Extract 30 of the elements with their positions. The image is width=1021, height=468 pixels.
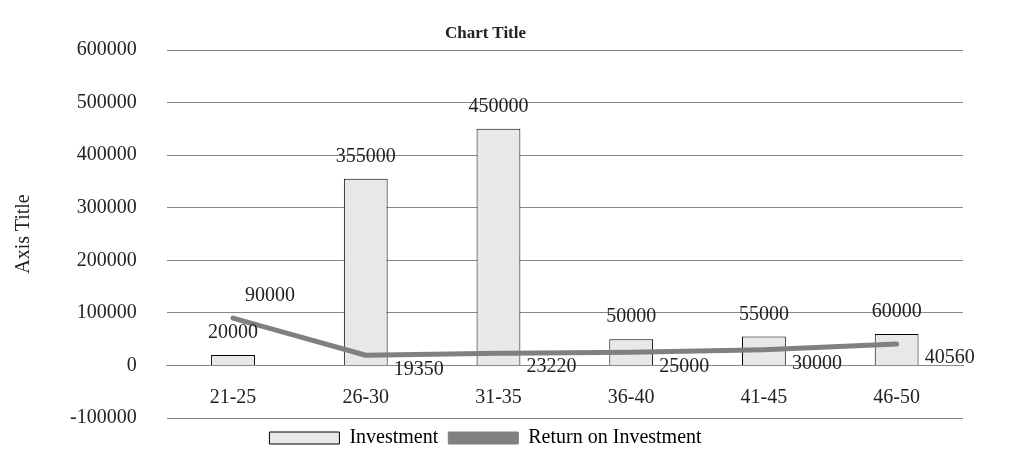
data-label: 450000 [468,94,529,117]
x-tick-label: 26-30 [342,384,390,407]
y-tick-label: 200000 [76,247,137,270]
legend-label: Investment [349,425,439,448]
x-tick-label: 41-45 [740,384,788,407]
x-tick-label: 36-40 [607,384,655,407]
data-label: 30000 [791,350,842,373]
data-label: 23220 [526,354,577,377]
y-tick-label: 600000 [76,37,137,60]
data-label: 90000 [245,283,296,306]
data-label: 60000 [871,299,922,322]
data-label: 19350 [393,356,444,379]
y-axis-title: Axis Title [11,194,34,274]
y-tick-label: 100000 [76,300,137,323]
x-tick-label: 31-35 [475,384,522,407]
legend-label: Return on Investment [528,425,703,448]
data-label: 55000 [738,301,789,324]
y-tick-label: 0 [126,352,137,375]
y-tick-label: 300000 [76,194,137,217]
y-tick-label: 400000 [76,142,137,165]
data-label: 20000 [208,320,259,343]
chart-title: Chart Title [444,23,527,43]
data-label: 40560 [924,345,975,368]
y-tick-label: 500000 [76,89,137,112]
data-label: 50000 [606,304,657,327]
x-tick-label: 21-25 [209,384,257,407]
y-tick-label: -100000 [69,405,137,428]
data-label: 355000 [335,144,396,167]
data-label: 25000 [659,353,710,376]
x-tick-label: 46-50 [873,384,920,407]
